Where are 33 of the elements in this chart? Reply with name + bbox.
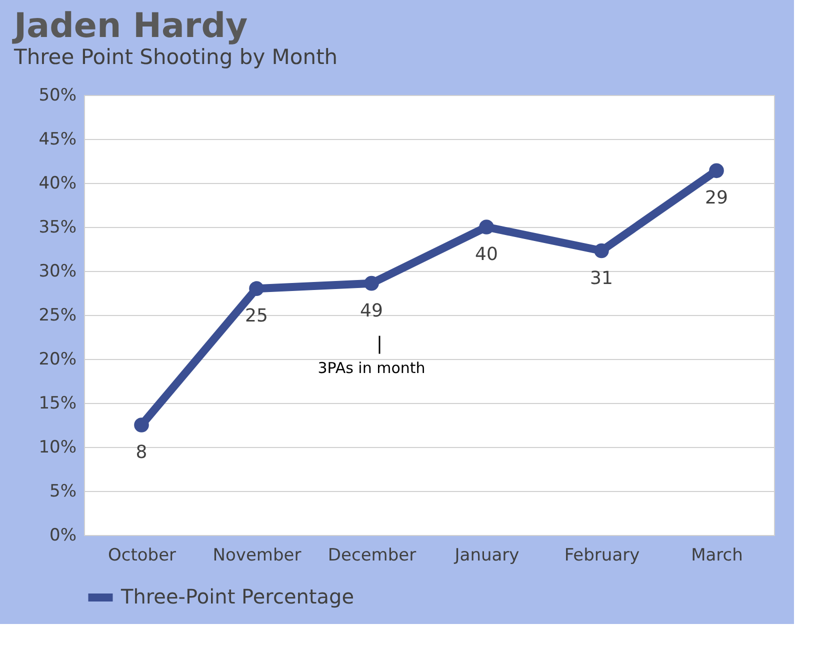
y-tick-label: 20% [38, 350, 76, 370]
y-tick-label: 0% [50, 526, 76, 546]
legend-label: Three-Point Percentage [120, 584, 354, 608]
x-tick-label: January [454, 546, 520, 566]
point [134, 418, 149, 432]
point [364, 276, 379, 291]
chart-subtitle: Three Point Shooting by Month [13, 45, 338, 69]
point [594, 243, 609, 258]
x-tick-label: March [691, 546, 743, 566]
annotation: 3PAs in month [318, 358, 426, 377]
x-tick-label: November [212, 546, 302, 566]
annotation: 29 [705, 188, 728, 209]
y-tick-label: 10% [38, 438, 76, 458]
y-tick-label: 35% [38, 218, 76, 238]
x-tick-label: February [564, 546, 640, 566]
y-tick-label: 30% [38, 262, 76, 282]
annotation: 49 [360, 300, 383, 322]
annotation: 8 [136, 442, 148, 463]
annotation: 40 [475, 244, 498, 265]
x-tick-label: October [108, 546, 176, 566]
annotation: 25 [245, 306, 268, 327]
chart-title: Jaden Hardy [12, 6, 248, 46]
y-tick-label: 50% [38, 86, 76, 106]
y-tick-label: 25% [38, 306, 76, 326]
point [249, 281, 264, 296]
y-tick-label: 45% [38, 130, 76, 150]
y-tick-label: 5% [50, 482, 76, 502]
point [479, 220, 494, 234]
x-tick-label: December [328, 546, 416, 566]
y-tick-label: 15% [38, 394, 76, 414]
point [709, 163, 724, 178]
y-tick-label: 40% [38, 174, 76, 194]
annotation: 31 [590, 268, 613, 289]
